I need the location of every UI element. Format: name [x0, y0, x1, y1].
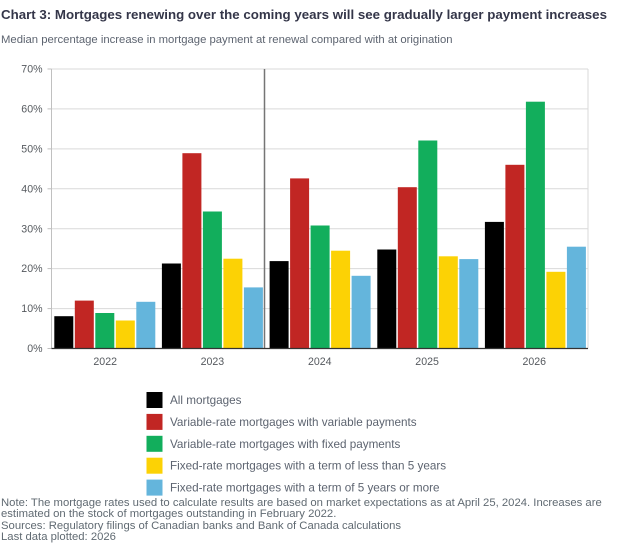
svg-text:2026: 2026	[523, 356, 547, 368]
svg-text:Fixed-rate mortgages with a te: Fixed-rate mortgages with a term of less…	[170, 460, 446, 473]
svg-text:10%: 10%	[21, 303, 43, 315]
svg-text:40%: 40%	[21, 183, 43, 195]
svg-text:20%: 20%	[21, 263, 43, 275]
svg-text:2025: 2025	[415, 356, 439, 368]
svg-text:30%: 30%	[21, 223, 43, 235]
svg-text:Variable-rate mortgages with f: Variable-rate mortgages with fixed payme…	[170, 438, 401, 451]
svg-text:2022: 2022	[93, 356, 117, 368]
svg-text:All mortgages: All mortgages	[170, 394, 242, 407]
svg-text:Variable-rate mortgages with v: Variable-rate mortgages with variable pa…	[170, 416, 417, 429]
svg-text:0%: 0%	[27, 343, 43, 355]
svg-text:2023: 2023	[201, 356, 225, 368]
svg-text:70%: 70%	[21, 64, 43, 76]
svg-text:Fixed-rate mortgages with a te: Fixed-rate mortgages with a term of 5 ye…	[170, 482, 440, 495]
svg-text:60%: 60%	[21, 104, 43, 116]
svg-text:50%: 50%	[21, 144, 43, 156]
svg-text:2024: 2024	[308, 356, 332, 368]
